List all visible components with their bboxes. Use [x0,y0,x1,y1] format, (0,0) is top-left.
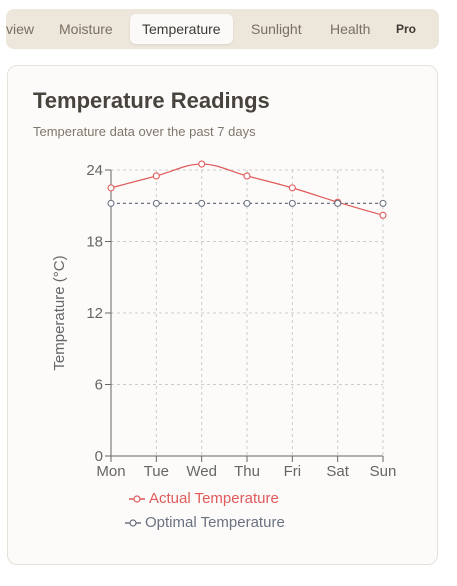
tab-health[interactable]: Health [330,21,371,37]
actual-temperature-point[interactable] [243,172,251,180]
x-tick-label: Wed [186,463,217,480]
x-tick-label: Mon [96,463,125,480]
legend-actual-temperature[interactable]: Actual Temperature [129,490,279,507]
optimal-temperature-point[interactable] [198,199,206,207]
legend-actual-marker-icon [129,494,145,503]
x-tick-label: Fri [284,463,302,480]
chart-axes: 0 6 12 18 24 Mon Tue Wed Thu Fri Sat Sun [86,162,396,480]
actual-temperature-point[interactable] [379,211,387,219]
chart-grid [110,169,384,457]
actual-temperature-point[interactable] [198,160,206,168]
x-tick-label: Thu [234,463,260,480]
optimal-temperature-point[interactable] [107,199,115,207]
temperature-card: Temperature Readings Temperature data ov… [7,65,438,565]
actual-temperature-point[interactable] [288,184,296,192]
y-axis-label: Temperature (°C) [51,255,68,370]
optimal-temperature-point[interactable] [152,199,160,207]
y-tick-label: 24 [86,162,103,179]
optimal-temperature-point[interactable] [379,199,387,207]
y-tick-label: 12 [86,305,103,322]
legend-optimal-temperature[interactable]: Optimal Temperature [125,514,285,531]
chart-series [107,160,387,219]
optimal-temperature-point[interactable] [243,199,251,207]
y-tick-label: 18 [86,234,103,251]
optimal-temperature-point[interactable] [288,199,296,207]
tab-sunlight[interactable]: Sunlight [251,21,302,37]
tab-overview[interactable]: view [6,21,35,37]
card-subtitle: Temperature data over the past 7 days [33,124,256,139]
x-tick-label: Sat [326,463,349,480]
legend-optimal-label: Optimal Temperature [145,514,285,531]
y-tick-label: 0 [95,448,103,465]
legend-actual-label: Actual Temperature [149,490,279,507]
y-tick-label: 6 [95,377,103,394]
legend-optimal-marker-icon [125,518,141,527]
card-title: Temperature Readings [33,88,270,113]
tab-moisture[interactable]: Moisture [59,21,113,37]
tab-bar: view Moisture Temperature Sunlight Healt… [6,9,439,49]
x-tick-label: Tue [144,463,169,480]
pro-badge[interactable]: Pro [396,22,417,36]
actual-temperature-point[interactable] [107,184,115,192]
optimal-temperature-point[interactable] [334,199,342,207]
actual-temperature-point[interactable] [152,172,160,180]
tab-temperature[interactable]: Temperature [130,14,233,44]
x-tick-label: Sun [370,463,397,480]
